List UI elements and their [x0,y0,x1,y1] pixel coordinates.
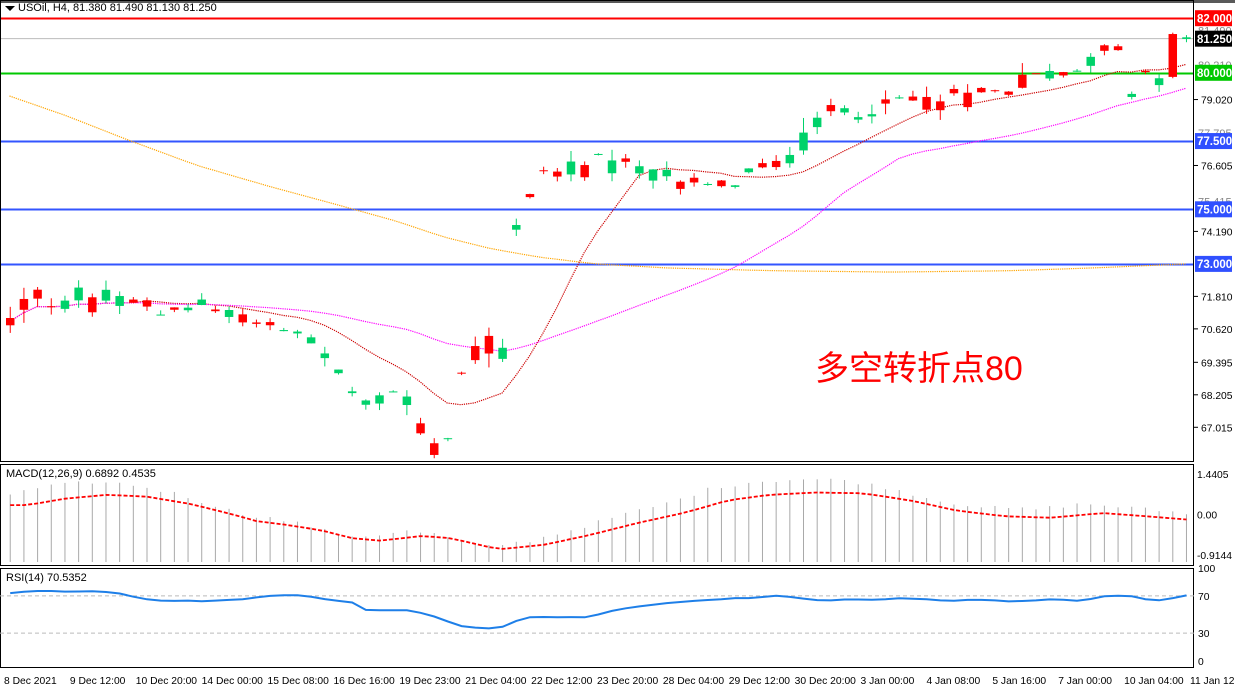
svg-text:10 Dec 20:00: 10 Dec 20:00 [136,676,198,687]
svg-text:73.000: 73.000 [1197,259,1232,271]
svg-text:RSI(14) 70.5352: RSI(14) 70.5352 [6,572,87,584]
svg-text:16 Dec 16:00: 16 Dec 16:00 [333,676,395,687]
svg-text:USOil, H4, 81.380 81.490 81.13: USOil, H4, 81.380 81.490 81.130 81.250 [18,2,217,14]
svg-text:69.395: 69.395 [1201,358,1233,369]
svg-text:30: 30 [1198,629,1210,640]
svg-text:10 Jan 04:00: 10 Jan 04:00 [1124,676,1184,687]
svg-text:0: 0 [1198,657,1204,668]
svg-text:28 Dec 04:00: 28 Dec 04:00 [663,676,725,687]
svg-text:71.810: 71.810 [1201,292,1233,303]
svg-text:68.205: 68.205 [1201,391,1233,402]
svg-text:70: 70 [1198,592,1210,603]
svg-text:1.4405: 1.4405 [1197,470,1229,481]
svg-text:MACD(12,26,9) 0.6892 0.4535: MACD(12,26,9) 0.6892 0.4535 [6,468,156,480]
svg-text:-0.9144: -0.9144 [1197,551,1232,562]
svg-text:22 Dec 12:00: 22 Dec 12:00 [531,676,593,687]
svg-text:11 Jan 12:00: 11 Jan 12:00 [1190,676,1235,687]
svg-text:4 Jan 08:00: 4 Jan 08:00 [926,676,980,687]
svg-text:3 Jan 00:00: 3 Jan 00:00 [861,676,915,687]
svg-text:7 Jan 00:00: 7 Jan 00:00 [1058,676,1112,687]
svg-text:76.605: 76.605 [1201,161,1233,172]
svg-text:9 Dec 12:00: 9 Dec 12:00 [70,676,126,687]
svg-text:79.020: 79.020 [1201,96,1233,107]
svg-text:81.250: 81.250 [1197,34,1232,46]
svg-text:82.000: 82.000 [1197,13,1232,25]
svg-text:100: 100 [1198,564,1215,575]
svg-text:70.620: 70.620 [1201,325,1233,336]
svg-text:19 Dec 23:00: 19 Dec 23:00 [399,676,461,687]
svg-text:0.00: 0.00 [1197,511,1217,522]
svg-text:8 Dec 2021: 8 Dec 2021 [4,676,57,687]
svg-text:5 Jan 16:00: 5 Jan 16:00 [992,676,1046,687]
svg-text:67.015: 67.015 [1201,423,1233,434]
svg-text:77.500: 77.500 [1197,136,1232,148]
svg-text:23 Dec 20:00: 23 Dec 20:00 [597,676,659,687]
svg-text:30 Dec 20:00: 30 Dec 20:00 [795,676,857,687]
svg-text:29 Dec 12:00: 29 Dec 12:00 [729,676,791,687]
svg-text:74.190: 74.190 [1201,227,1233,238]
svg-text:15 Dec 08:00: 15 Dec 08:00 [268,676,330,687]
svg-text:21 Dec 04:00: 21 Dec 04:00 [465,676,527,687]
svg-text:14 Dec 00:00: 14 Dec 00:00 [202,676,264,687]
svg-text:多空转折点80: 多空转折点80 [815,350,1023,388]
svg-text:80.000: 80.000 [1197,68,1232,80]
svg-text:75.000: 75.000 [1197,204,1232,216]
